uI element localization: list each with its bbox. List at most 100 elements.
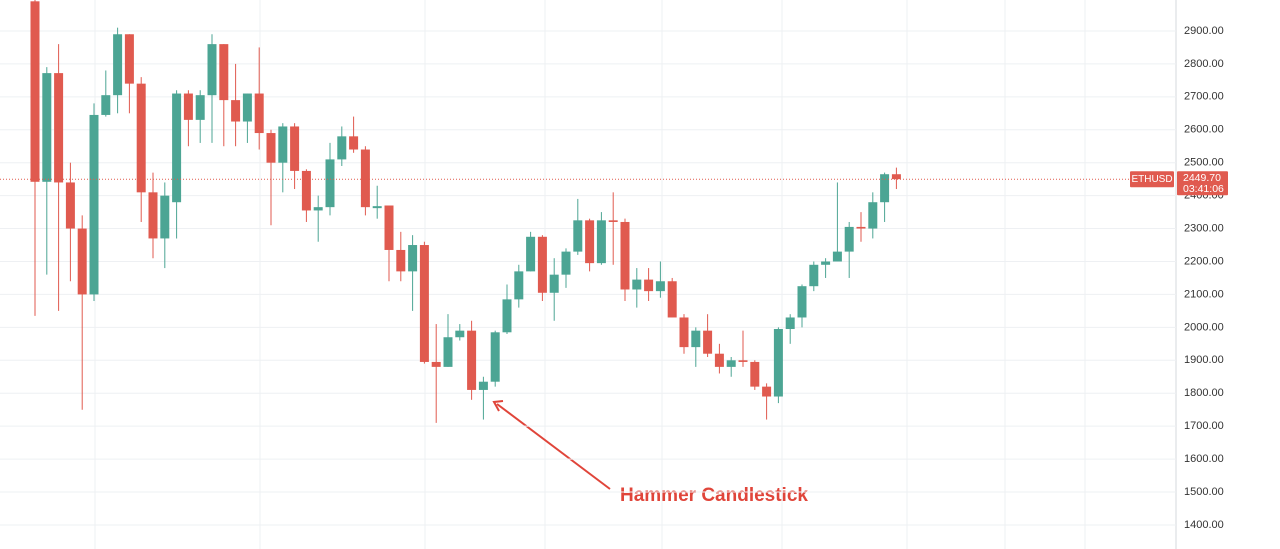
candle-body [136, 83, 146, 193]
y-tick-label: 1800.00 [1184, 387, 1224, 399]
candle-body [231, 100, 241, 122]
annotation-arrowhead [492, 400, 504, 412]
candle-body [797, 286, 807, 318]
candle-body [301, 170, 311, 211]
y-tick-label: 2600.00 [1184, 124, 1224, 136]
y-tick-label: 2800.00 [1184, 58, 1224, 70]
candle-body [502, 299, 512, 333]
candle-body [785, 317, 795, 330]
time-grid [94, 0, 1086, 549]
candle-body [679, 317, 689, 348]
y-tick-label: 1600.00 [1184, 453, 1224, 465]
candle-body [431, 361, 441, 367]
candle-body [868, 202, 878, 229]
y-tick-label: 1900.00 [1184, 354, 1224, 366]
candle-body [703, 330, 713, 354]
candle-body [762, 386, 772, 397]
candle-body [750, 361, 760, 387]
y-tick-label: 2300.00 [1184, 222, 1224, 234]
candle-body [396, 249, 406, 272]
y-tick-label: 1700.00 [1184, 420, 1224, 432]
last-price-label: 2449.70 [1183, 172, 1221, 184]
candle-body [195, 95, 205, 120]
y-tick-label: 2100.00 [1184, 288, 1224, 300]
candle-body [514, 271, 524, 300]
candle-body [113, 34, 123, 96]
candle-body [549, 274, 559, 293]
candle-body [42, 73, 52, 182]
candle-body [478, 381, 488, 390]
candle-body [148, 192, 158, 239]
candle-body [490, 332, 500, 382]
candle-body [620, 221, 630, 290]
y-tick-label: 2700.00 [1184, 91, 1224, 103]
candle-body [891, 174, 901, 180]
candle-body [290, 126, 300, 171]
candle-body [832, 251, 842, 262]
candle-body [526, 236, 536, 272]
candle-body [738, 360, 748, 362]
candle-body [443, 337, 453, 367]
candle-body [219, 44, 229, 101]
candle-body [880, 174, 890, 203]
candle-body [561, 251, 571, 275]
candle-body [667, 281, 677, 318]
candle-body [455, 330, 465, 338]
candle-body [644, 279, 654, 292]
y-tick-label: 2500.00 [1184, 157, 1224, 169]
candle-body [266, 133, 276, 163]
annotation-arrow [496, 403, 611, 490]
candle-body [207, 44, 217, 96]
candle-body [77, 228, 87, 295]
symbol-tag [1130, 171, 1174, 188]
candle-body [596, 220, 606, 264]
price-tag [1177, 171, 1228, 196]
y-tick-label: 1400.00 [1184, 519, 1224, 531]
candle-body [172, 93, 182, 203]
candle-body [337, 136, 347, 160]
candle-body [585, 220, 595, 264]
countdown-label: 03:41:06 [1183, 183, 1224, 195]
candle-body [714, 353, 724, 367]
candle-body [408, 245, 418, 272]
candle-body [726, 360, 736, 367]
candle-body [242, 93, 252, 122]
y-tick-label: 2000.00 [1184, 321, 1224, 333]
candle-body [30, 1, 40, 182]
candle-body [844, 226, 854, 252]
candle-body [573, 220, 583, 252]
y-tick-label: 2200.00 [1184, 255, 1224, 267]
candle-body [773, 329, 783, 397]
y-tick-label: 2900.00 [1184, 25, 1224, 37]
candle-body [160, 195, 170, 239]
candle-body [325, 159, 335, 208]
candle-body [54, 73, 64, 183]
candle-body [278, 126, 288, 163]
candle-body [254, 93, 264, 134]
candle-body [467, 330, 477, 390]
candle-body [313, 207, 323, 211]
candle-body [691, 330, 701, 348]
symbol-label: ETHUSD [1131, 174, 1172, 185]
candle-body [183, 93, 193, 120]
candle-body [419, 245, 429, 362]
candle-body [632, 279, 642, 290]
candle-body [124, 34, 134, 84]
y-tick-label: 1500.00 [1184, 486, 1224, 498]
candle-body [384, 205, 394, 250]
candle-body [101, 95, 111, 115]
candle-body [89, 114, 99, 295]
candle-body [821, 261, 831, 265]
candle-body [349, 136, 359, 150]
candle-body [809, 264, 819, 287]
candle-body [655, 281, 665, 292]
candle-body [608, 220, 618, 222]
candle-body [372, 206, 382, 209]
candle-body [537, 236, 547, 293]
candle-body [65, 182, 75, 229]
candle-body [360, 149, 370, 208]
annotation: Hammer Candlestick [620, 485, 808, 506]
candle-body [856, 226, 866, 229]
